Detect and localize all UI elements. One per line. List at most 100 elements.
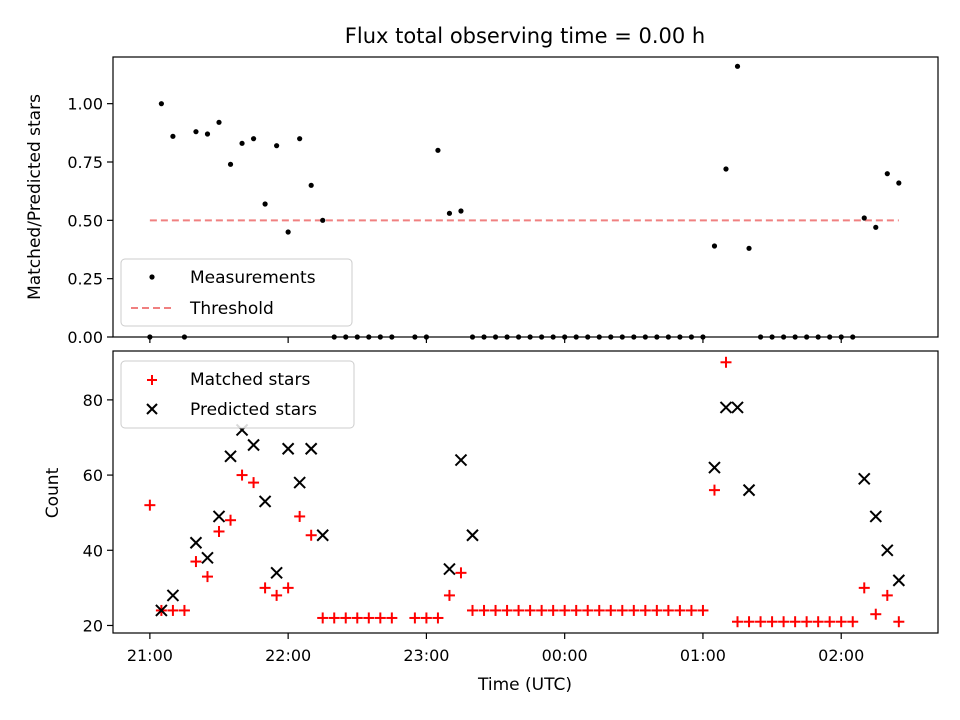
- matched-star-point: [455, 567, 467, 579]
- matched-star-point: [743, 616, 755, 628]
- predicted-star-point: [466, 529, 479, 542]
- measurement-point: [515, 334, 522, 340]
- matched-star-point: [351, 612, 363, 624]
- top-panel: Flux total observing time = 0.00 h 0.000…: [25, 24, 939, 347]
- top-y-tick-label: 0.75: [67, 153, 103, 172]
- predicted-star-point: [742, 483, 756, 497]
- matched-star-point: [801, 616, 813, 628]
- measurement-point: [458, 208, 464, 214]
- bottom-y-tick-label: 40: [83, 541, 103, 560]
- measurement-point: [873, 224, 879, 230]
- measurement-point: [262, 201, 268, 207]
- matched-star-point: [639, 604, 651, 616]
- predicted-star-point: [258, 495, 272, 508]
- matched-star-point: [213, 525, 225, 537]
- measurement-point: [170, 133, 176, 139]
- predicted-star-point: [212, 510, 226, 523]
- matched-star-point: [178, 604, 190, 616]
- matched-star-point: [363, 612, 375, 624]
- bottom-y-tick-label: 80: [83, 391, 103, 410]
- matched-star-point: [789, 616, 801, 628]
- matched-star-point: [201, 571, 213, 583]
- predicted-star-point: [881, 544, 894, 557]
- measurement-point: [193, 129, 199, 135]
- matched-star-point: [628, 604, 640, 616]
- top-y-tick-label: 1.00: [67, 95, 103, 114]
- measurement-point: [792, 334, 798, 340]
- measurement-point: [631, 334, 637, 340]
- matched-star-point: [616, 604, 628, 616]
- measurement-point: [723, 166, 729, 172]
- predicted-star-point: [708, 461, 721, 474]
- measurement-point: [838, 334, 844, 340]
- matched-star-point: [466, 604, 478, 616]
- measurement-point: [147, 334, 153, 340]
- matched-star-point: [582, 604, 594, 616]
- bottom-y-tick-label: 60: [83, 466, 103, 485]
- matched-star-point: [294, 510, 306, 522]
- measurement-point: [343, 334, 349, 340]
- predicted-star-point: [858, 472, 871, 486]
- predicted-star-point: [443, 562, 456, 576]
- bottom-x-tick-label: 21:00: [127, 646, 173, 665]
- measurement-point: [158, 101, 164, 107]
- matched-star-point: [513, 604, 525, 616]
- matched-star-point: [824, 616, 836, 628]
- predicted-star-point: [281, 442, 295, 455]
- measurement-point: [204, 131, 211, 137]
- matched-star-point: [812, 616, 824, 628]
- measurement-point: [585, 334, 591, 340]
- matched-star-point: [708, 484, 720, 496]
- matched-star-point: [893, 616, 905, 628]
- matched-star-point: [248, 477, 260, 489]
- matched-star-point: [547, 604, 559, 616]
- matched-star-point: [674, 604, 686, 616]
- measurement-point: [527, 334, 533, 340]
- legend-predicted-label: Predicted stars: [190, 400, 317, 420]
- measurement-point: [412, 334, 418, 340]
- measurement-point: [562, 334, 568, 340]
- matched-star-point: [766, 616, 778, 628]
- predicted-star-point: [454, 453, 468, 467]
- measurement-point: [423, 334, 430, 340]
- measurement-point: [769, 334, 775, 340]
- measurement-point: [550, 334, 556, 340]
- matched-star-point: [685, 604, 697, 616]
- measurement-point: [827, 334, 833, 340]
- matched-star-point: [190, 556, 202, 568]
- measurement-point: [734, 63, 741, 69]
- matched-star-point: [881, 589, 893, 601]
- measurement-point: [285, 229, 291, 235]
- bottom-legend: Matched stars Predicted stars: [120, 360, 355, 429]
- matched-star-point: [490, 604, 502, 616]
- measurement-point: [850, 334, 856, 340]
- top-y-axis-label: Matched/Predicted stars: [25, 94, 45, 300]
- bottom-plot-frame: [112, 350, 939, 634]
- measurement-point: [757, 334, 764, 340]
- matched-star-point: [536, 604, 548, 616]
- predicted-star-point: [293, 476, 306, 489]
- measurement-point: [815, 334, 821, 340]
- bottom-x-axis: 21:00 22:00 23:00 00:00 01:00 02:00: [127, 633, 864, 665]
- predicted-star-point: [731, 401, 744, 414]
- matched-star-point: [870, 608, 882, 620]
- matched-star-point: [559, 604, 571, 616]
- measurement-point: [250, 136, 257, 142]
- matched-star-point: [420, 612, 432, 624]
- matched-star-point: [374, 612, 386, 624]
- matched-star-point: [328, 612, 340, 624]
- top-legend-box: [120, 258, 353, 327]
- bottom-x-tick-label: 02:00: [818, 646, 864, 665]
- matched-star-point: [651, 604, 663, 616]
- legend-predicted-marker: [146, 403, 158, 415]
- measurement-point: [504, 334, 510, 340]
- measurement-point: [711, 243, 718, 249]
- measurement-point: [354, 334, 360, 340]
- measurement-point: [884, 171, 890, 177]
- matched-star-point: [697, 604, 709, 616]
- matched-star-point: [144, 499, 156, 511]
- matched-star-point: [271, 589, 283, 601]
- measurement-point: [688, 334, 695, 340]
